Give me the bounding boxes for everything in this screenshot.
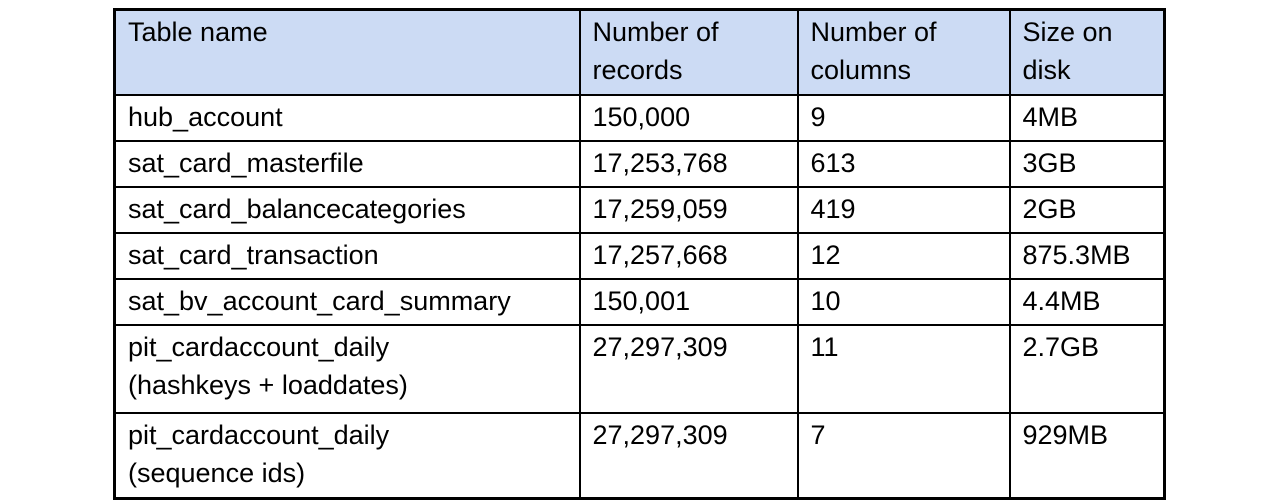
cell-size: 3GB [1008, 139, 1166, 188]
cell-columns: 7 [796, 411, 1011, 500]
cell-columns: 613 [796, 139, 1011, 188]
column-header-number-of-columns: Number of columns [796, 8, 1011, 96]
cell-size: 929MB [1008, 411, 1166, 500]
column-header-table-name: Table name [113, 8, 581, 96]
table-row: sat_card_balancecategories 17,259,059 41… [113, 185, 1166, 234]
column-header-size-on-disk: Size on disk [1008, 8, 1166, 96]
cell-size: 875.3MB [1008, 231, 1166, 280]
cell-size: 4.4MB [1008, 277, 1166, 326]
cell-columns: 419 [796, 185, 1011, 234]
cell-table-name: pit_cardaccount_daily (sequence ids) [113, 411, 581, 500]
cell-records: 27,297,309 [578, 323, 799, 414]
cell-records: 27,297,309 [578, 411, 799, 500]
table-row: sat_bv_account_card_summary 150,001 10 4… [113, 277, 1166, 326]
table-row: pit_cardaccount_daily (sequence ids) 27,… [113, 411, 1166, 500]
table-header-row: Table name Number of records Number of c… [113, 8, 1166, 96]
cell-records: 17,259,059 [578, 185, 799, 234]
table-row: sat_card_transaction 17,257,668 12 875.3… [113, 231, 1166, 280]
cell-columns: 9 [796, 93, 1011, 142]
cell-table-name: pit_cardaccount_daily (hashkeys + loadda… [113, 323, 581, 414]
cell-columns: 12 [796, 231, 1011, 280]
cell-records: 17,257,668 [578, 231, 799, 280]
cell-records: 17,253,768 [578, 139, 799, 188]
table-row: sat_card_masterfile 17,253,768 613 3GB [113, 139, 1166, 188]
cell-table-name: sat_card_transaction [113, 231, 581, 280]
cell-size: 2.7GB [1008, 323, 1166, 414]
cell-table-name: sat_card_balancecategories [113, 185, 581, 234]
cell-records: 150,000 [578, 93, 799, 142]
column-header-number-of-records: Number of records [578, 8, 799, 96]
cell-table-name: hub_account [113, 93, 581, 142]
cell-table-name: sat_card_masterfile [113, 139, 581, 188]
cell-columns: 10 [796, 277, 1011, 326]
cell-size: 4MB [1008, 93, 1166, 142]
cell-table-name: sat_bv_account_card_summary [113, 277, 581, 326]
cell-columns: 11 [796, 323, 1011, 414]
table-row: hub_account 150,000 9 4MB [113, 93, 1166, 142]
database-tables-stats-table: Table name Number of records Number of c… [113, 8, 1166, 500]
cell-records: 150,001 [578, 277, 799, 326]
table-row: pit_cardaccount_daily (hashkeys + loadda… [113, 323, 1166, 414]
cell-size: 2GB [1008, 185, 1166, 234]
